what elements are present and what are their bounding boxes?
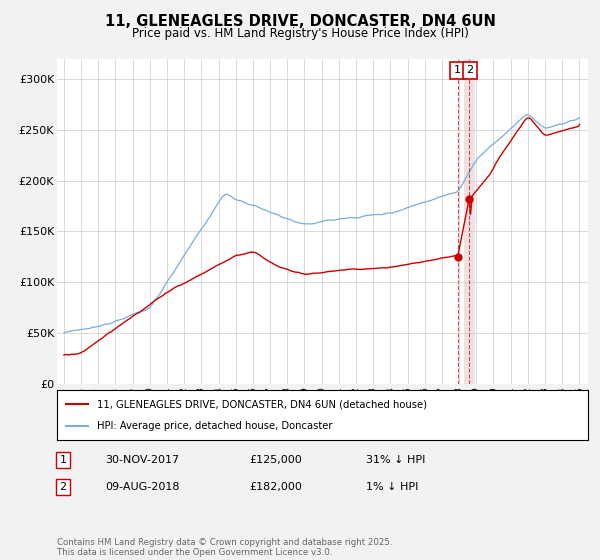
Text: £125,000: £125,000: [249, 455, 302, 465]
Text: Price paid vs. HM Land Registry's House Price Index (HPI): Price paid vs. HM Land Registry's House …: [131, 27, 469, 40]
Text: 1% ↓ HPI: 1% ↓ HPI: [366, 482, 418, 492]
Text: 11, GLENEAGLES DRIVE, DONCASTER, DN4 6UN: 11, GLENEAGLES DRIVE, DONCASTER, DN4 6UN: [104, 14, 496, 29]
Text: 1: 1: [59, 455, 67, 465]
Text: 11, GLENEAGLES DRIVE, DONCASTER, DN4 6UN (detached house): 11, GLENEAGLES DRIVE, DONCASTER, DN4 6UN…: [97, 399, 427, 409]
Text: 2: 2: [466, 65, 473, 75]
Text: 2: 2: [59, 482, 67, 492]
Text: Contains HM Land Registry data © Crown copyright and database right 2025.
This d: Contains HM Land Registry data © Crown c…: [57, 538, 392, 557]
Text: 31% ↓ HPI: 31% ↓ HPI: [366, 455, 425, 465]
Text: HPI: Average price, detached house, Doncaster: HPI: Average price, detached house, Donc…: [97, 421, 332, 431]
Text: £182,000: £182,000: [249, 482, 302, 492]
Text: 09-AUG-2018: 09-AUG-2018: [105, 482, 179, 492]
Text: 1: 1: [454, 65, 460, 75]
Text: 30-NOV-2017: 30-NOV-2017: [105, 455, 179, 465]
